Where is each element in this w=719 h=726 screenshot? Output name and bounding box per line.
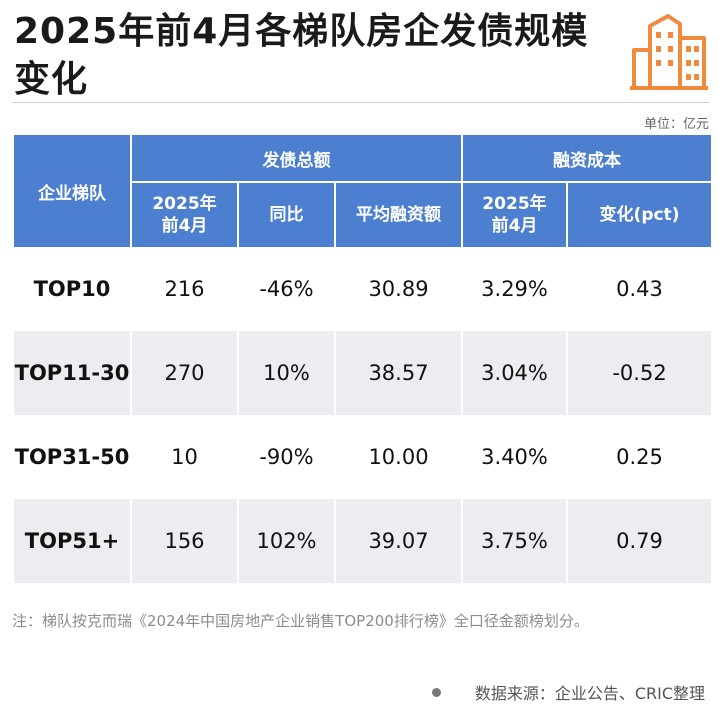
- cost-cell: 3.29%: [463, 247, 567, 331]
- cost-cell: 3.75%: [463, 499, 567, 583]
- amount-cell: 156: [132, 499, 237, 583]
- amount-cell: 10: [132, 415, 237, 499]
- header-tier: 企业梯队: [14, 135, 130, 247]
- bullet-icon: [431, 688, 441, 697]
- avg-cell: 30.89: [336, 247, 462, 331]
- table-row: TOP31-50 10 -90% 10.00 3.40% 0.25: [14, 415, 712, 499]
- header-group-issue: 发债总额: [132, 135, 462, 183]
- tier-cell: TOP31-50: [14, 415, 130, 499]
- header-issue-period: 2025年 前4月: [132, 183, 237, 247]
- change-cell: 0.43: [568, 247, 712, 331]
- avg-cell: 10.00: [336, 415, 462, 499]
- data-table: 企业梯队 发债总额 融资成本 2025年 前4月 同比 平均融资额 2025年 …: [12, 135, 713, 583]
- header-group-cost: 融资成本: [463, 135, 712, 183]
- header-cost-period: 2025年 前4月: [463, 183, 567, 247]
- amount-cell: 216: [132, 247, 237, 331]
- yoy-cell: -90%: [239, 415, 334, 499]
- source-text: 数据来源：企业公告、CRIC整理: [474, 684, 705, 703]
- yoy-cell: 102%: [239, 499, 334, 583]
- change-cell: 0.25: [568, 415, 712, 499]
- cost-cell: 3.04%: [463, 331, 567, 415]
- unit-label: 单位：亿元: [643, 117, 709, 132]
- avg-cell: 38.57: [336, 331, 462, 415]
- header-avg: 平均融资额: [336, 183, 462, 247]
- buildings-icon: [630, 14, 708, 90]
- page-title: 2025年前4月各梯队房企发债规模变化: [14, 11, 589, 100]
- cost-cell: 3.40%: [463, 415, 567, 499]
- footnote: 注：梯队按克而瑞《2024年中国房地产企业销售TOP200排行榜》全口径金额榜划…: [12, 612, 589, 630]
- yoy-cell: -46%: [239, 247, 334, 331]
- header-yoy: 同比: [239, 183, 334, 247]
- table-row: TOP11-30 270 10% 38.57 3.04% -0.52: [14, 331, 712, 415]
- table-row: TOP51+ 156 102% 39.07 3.75% 0.79: [14, 499, 712, 583]
- tier-cell: TOP51+: [14, 499, 130, 583]
- tier-cell: TOP11-30: [14, 331, 130, 415]
- change-cell: 0.79: [568, 499, 712, 583]
- title-divider: [12, 102, 709, 103]
- avg-cell: 39.07: [336, 499, 462, 583]
- amount-cell: 270: [132, 331, 237, 415]
- yoy-cell: 10%: [239, 331, 334, 415]
- change-cell: -0.52: [568, 331, 712, 415]
- header-change: 变化(pct): [568, 183, 712, 247]
- table-row: TOP10 216 -46% 30.89 3.29% 0.43: [14, 247, 712, 331]
- tier-cell: TOP10: [14, 247, 130, 331]
- data-source: 数据来源：企业公告、CRIC整理: [431, 680, 705, 704]
